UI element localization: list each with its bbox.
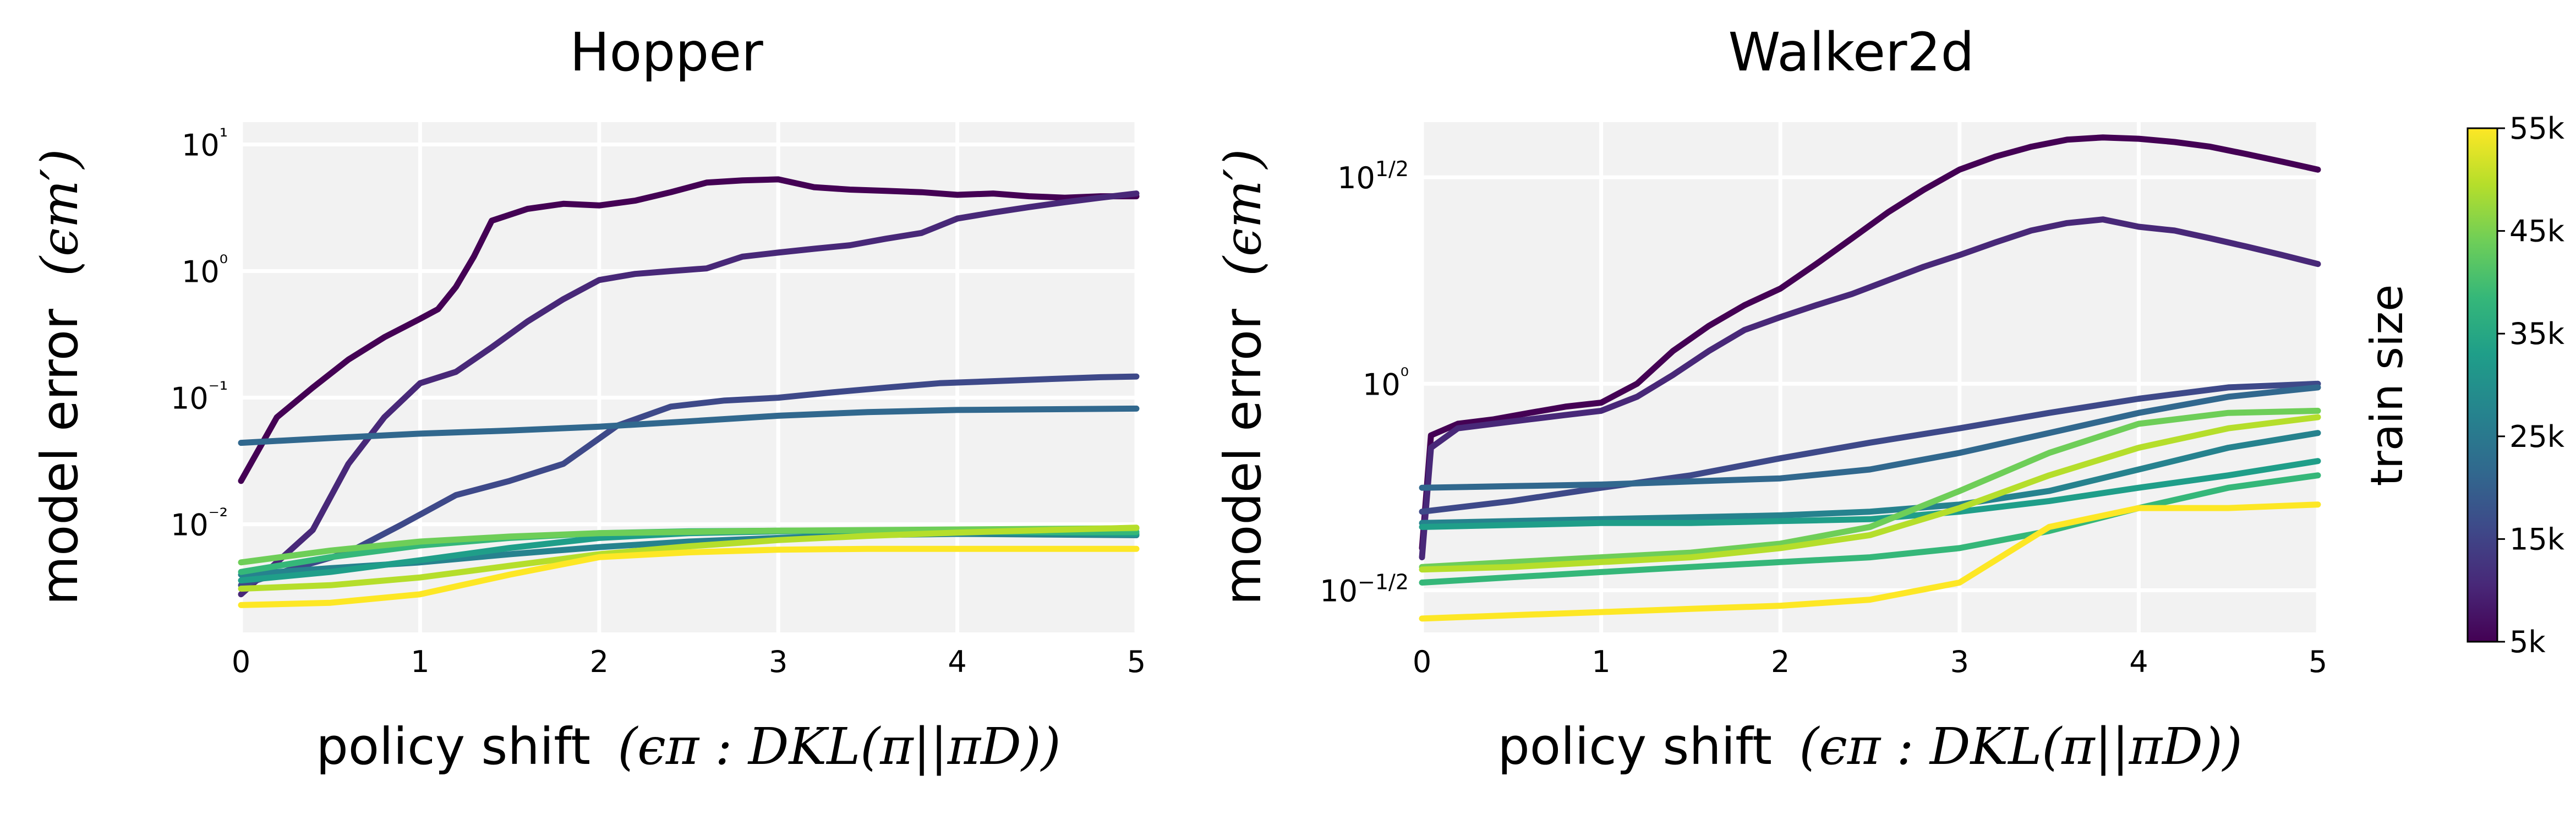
chart-title: Walker2d (1729, 21, 1975, 83)
x-axis-label-math: (ϵπ : DKL(π||πD)) (1799, 717, 2242, 776)
y-tick-label: 10⁻¹ (171, 378, 228, 416)
x-tick-label: 3 (769, 644, 787, 679)
chart-title: Hopper (570, 21, 763, 83)
x-tick-label: 4 (2129, 644, 2148, 679)
colorbar-tick-label: 35k (2509, 316, 2565, 351)
series-line (238, 373, 1140, 588)
colorbar-tick-label: 5k (2509, 625, 2546, 659)
x-tick-label: 0 (232, 644, 250, 679)
x-axis-label: policy shift (ϵπ : DKL(π||πD)) (316, 717, 1060, 776)
series-line (1419, 414, 2321, 573)
colorbar-tick-label: 55k (2509, 111, 2565, 146)
x-axis-label: policy shift (ϵπ : DKL(π||πD)) (1497, 717, 2242, 776)
colorbar-tick-label: 25k (2509, 419, 2565, 454)
svg-text:model error (ϵm′): model error (ϵm′) (30, 149, 89, 605)
y-tick-label: 10−1/2 (1320, 570, 1409, 608)
series-line (238, 405, 1140, 446)
y-axis-label-text: model error (30, 309, 89, 605)
x-tick-label: 1 (1591, 644, 1610, 679)
series-line (238, 545, 1140, 608)
series-line (1419, 384, 2321, 491)
y-tick-label: 10⁻² (171, 504, 228, 543)
series-line (238, 190, 1140, 598)
panel-hopper: Hopper 0 1 2 3 4 5 10¹ 10⁰ 10⁻¹ 10⁻² model error… (30, 21, 1146, 776)
x-tick-labels: 0 1 2 3 4 5 (232, 644, 1146, 679)
plot-area (1422, 122, 2318, 632)
series-line (1419, 430, 2321, 526)
colorbar-label-text: train size (2361, 285, 2413, 487)
series-line (1419, 134, 2321, 551)
x-axis-label-text: policy shift (316, 717, 590, 776)
colorbar: 5k 15k 25k 35k 45k 55k train size (2361, 111, 2565, 659)
x-axis-label-math: (ϵπ : DKL(π||πD)) (617, 717, 1060, 776)
x-tick-label: 1 (411, 644, 429, 679)
colorbar-tick-label: 15k (2509, 522, 2565, 556)
x-tick-label: 5 (1127, 644, 1146, 679)
series-line (1419, 458, 2321, 530)
colorbar-label: train size (2361, 285, 2413, 487)
plot-area (241, 122, 1136, 632)
x-tick-label: 2 (1771, 644, 1790, 679)
grid (1420, 122, 2320, 632)
y-axis-label: model error (ϵm′) (1213, 149, 1272, 605)
panel-walker2d: Walker2d 0 1 2 3 4 5 101/2 10⁰ 10−1/2 model err… (1213, 21, 2327, 776)
series-line (238, 525, 1140, 592)
series-line (1419, 407, 2321, 570)
y-axis-label-text: model error (1213, 309, 1272, 605)
y-tick-label: 10⁰ (182, 251, 228, 289)
y-axis-label-math: (ϵm′) (1213, 149, 1272, 276)
series-line (1419, 501, 2321, 622)
x-tick-label: 4 (948, 644, 966, 679)
x-axis-label-text: policy shift (1497, 717, 1772, 776)
series-line (1419, 216, 2321, 561)
series-line (1419, 472, 2321, 586)
y-tick-label: 101/2 (1337, 157, 1409, 195)
x-tick-label: 2 (590, 644, 609, 679)
y-tick-labels: 10¹ 10⁰ 10⁻¹ 10⁻² (171, 124, 228, 543)
colorbar-ticks: 5k 15k 25k 35k 45k 55k (2497, 111, 2565, 659)
y-tick-labels: 101/2 10⁰ 10−1/2 (1320, 157, 1409, 608)
y-tick-label: 10⁰ (1363, 363, 1409, 402)
svg-text:model error (ϵm′): model error (ϵm′) (1213, 149, 1272, 605)
x-tick-label: 5 (2309, 644, 2327, 679)
x-tick-label: 3 (1950, 644, 1969, 679)
x-tick-label: 0 (1413, 644, 1431, 679)
x-tick-labels: 0 1 2 3 4 5 (1413, 644, 2327, 679)
colorbar-gradient (2466, 127, 2498, 643)
y-axis-label-math: (ϵm′) (30, 149, 89, 276)
y-tick-label: 10¹ (182, 124, 228, 163)
series-line (238, 176, 1140, 484)
series-line (1419, 380, 2321, 515)
colorbar-tick-label: 45k (2509, 214, 2565, 249)
series-group (1419, 134, 2321, 622)
y-axis-label: model error (ϵm′) (30, 149, 89, 605)
series-group (238, 176, 1140, 608)
